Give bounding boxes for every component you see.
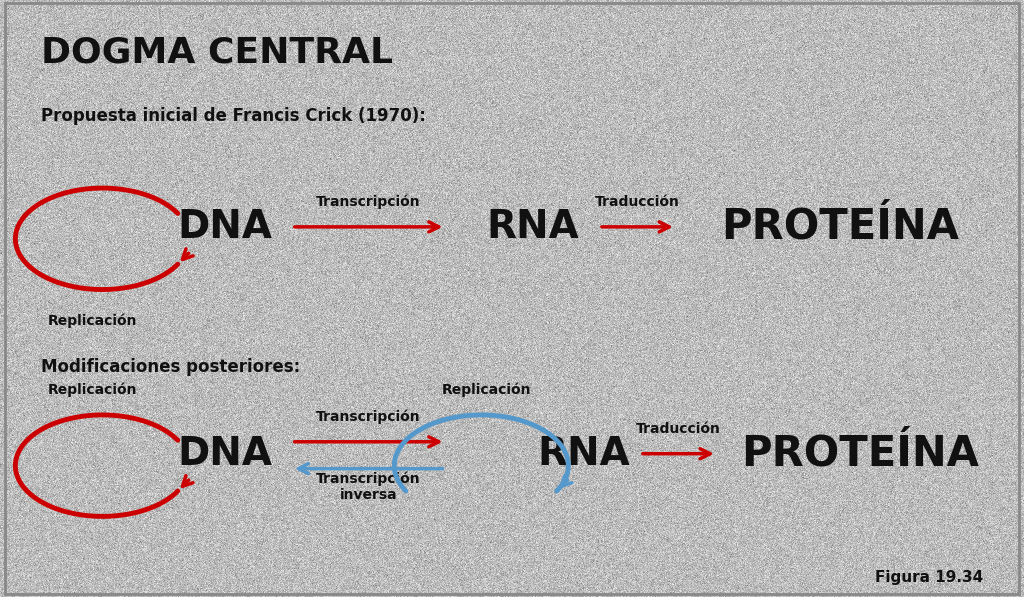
Text: DNA: DNA bbox=[178, 208, 272, 246]
Text: Transcripción: Transcripción bbox=[316, 195, 421, 209]
Text: DOGMA CENTRAL: DOGMA CENTRAL bbox=[41, 36, 393, 70]
Text: PROTEÍNA: PROTEÍNA bbox=[741, 433, 979, 475]
Text: RNA: RNA bbox=[538, 435, 630, 473]
Text: DNA: DNA bbox=[178, 435, 272, 473]
Text: Traducción: Traducción bbox=[636, 422, 720, 436]
Text: Replicación: Replicación bbox=[47, 383, 137, 397]
Text: Replicación: Replicación bbox=[441, 383, 531, 397]
Text: Transcripción: Transcripción bbox=[316, 410, 421, 424]
Text: Modificaciones posteriores:: Modificaciones posteriores: bbox=[41, 358, 300, 376]
Text: Traducción: Traducción bbox=[595, 195, 679, 209]
Text: RNA: RNA bbox=[486, 208, 579, 246]
Text: Figura 19.34: Figura 19.34 bbox=[874, 570, 983, 585]
Text: Replicación: Replicación bbox=[47, 313, 137, 328]
Text: Transcripción
inversa: Transcripción inversa bbox=[316, 472, 421, 502]
Text: Propuesta inicial de Francis Crick (1970):: Propuesta inicial de Francis Crick (1970… bbox=[41, 107, 426, 125]
Text: PROTEÍNA: PROTEÍNA bbox=[721, 206, 958, 248]
